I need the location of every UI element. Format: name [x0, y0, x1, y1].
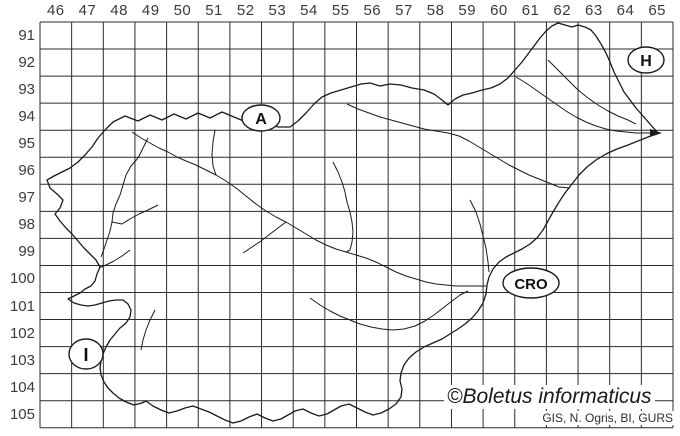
- hungary-ellipse: [627, 46, 665, 74]
- top-axis-label: 54: [300, 2, 318, 19]
- east-tip-marker: [650, 129, 662, 137]
- top-axis-label: 51: [205, 2, 223, 19]
- top-axis-label: 61: [521, 2, 540, 19]
- top-axis-label: 57: [395, 2, 413, 19]
- country-label-hungary: H: [627, 46, 665, 74]
- austria-ellipse: [241, 104, 281, 132]
- left-axis-label: 95: [18, 135, 35, 153]
- left-axis-label: 105: [9, 405, 35, 423]
- left-axis-label: 91: [18, 27, 35, 44]
- left-axis-label: 101: [9, 297, 35, 315]
- top-axis-label: 56: [363, 2, 382, 19]
- river-ljubljanica: [242, 221, 287, 254]
- river-idrijca: [111, 204, 159, 225]
- river-reka: [140, 309, 156, 351]
- left-axis-label: 97: [18, 189, 35, 207]
- left-axis-label: 103: [9, 351, 35, 369]
- attribution-text: GIS, N. Ogris, BI, GURS: [539, 411, 676, 425]
- left-axis-label: 96: [18, 162, 35, 180]
- left-axis-label: 93: [18, 81, 35, 99]
- left-axis-label: 94: [18, 108, 35, 126]
- river-vipava: [98, 249, 131, 269]
- top-axis-label: 52: [236, 2, 255, 19]
- austria-label-text: A: [255, 111, 267, 128]
- top-axis-label: 58: [426, 2, 445, 19]
- left-axis-label: 100: [9, 270, 35, 288]
- hungary-label-text: H: [640, 53, 652, 70]
- country-border-outline: [46, 22, 659, 424]
- top-axis-label: 55: [331, 2, 350, 19]
- river-soca: [100, 137, 149, 258]
- top-axis-label: 60: [490, 2, 508, 19]
- watermark-text: ©Boletus informaticus: [444, 385, 655, 409]
- rivers: [98, 59, 652, 351]
- left-axis-label: 104: [9, 378, 35, 396]
- top-axis-label: 46: [46, 2, 65, 19]
- top-axis-label: 50: [173, 2, 192, 19]
- top-axis-label: 53: [268, 2, 287, 19]
- grid-lines: [39, 21, 674, 429]
- river-drava: [346, 103, 571, 189]
- country-label-austria: A: [241, 104, 281, 132]
- left-axis-label: 102: [9, 324, 35, 342]
- river-kokra: [211, 129, 217, 176]
- italy-ellipse: [68, 338, 104, 370]
- river-mura: [515, 76, 652, 134]
- top-axis-label: 65: [648, 2, 666, 19]
- left-axis-label: 99: [18, 243, 35, 261]
- country-label-italy: I: [68, 338, 104, 370]
- top-axis-label: 62: [553, 2, 572, 19]
- river-sotla: [469, 199, 490, 273]
- river-sava: [131, 131, 486, 287]
- left-axis-label: 92: [18, 54, 35, 72]
- croatia-ellipse: [502, 267, 560, 299]
- river-ledava: [547, 59, 637, 125]
- top-axis-label: 64: [616, 2, 635, 19]
- top-axis-label: 48: [110, 2, 128, 19]
- top-axis-label: 49: [141, 2, 160, 19]
- top-axis-label: 59: [458, 2, 477, 19]
- italy-label-text: I: [83, 345, 88, 365]
- river-savinja: [332, 161, 354, 253]
- river-krka: [309, 290, 469, 331]
- croatia-label-text: CRO: [514, 276, 548, 293]
- top-axis-label: 63: [585, 2, 603, 19]
- left-axis-label: 98: [18, 216, 35, 234]
- top-axis-label: 47: [78, 2, 97, 19]
- country-label-croatia: CRO: [502, 267, 560, 299]
